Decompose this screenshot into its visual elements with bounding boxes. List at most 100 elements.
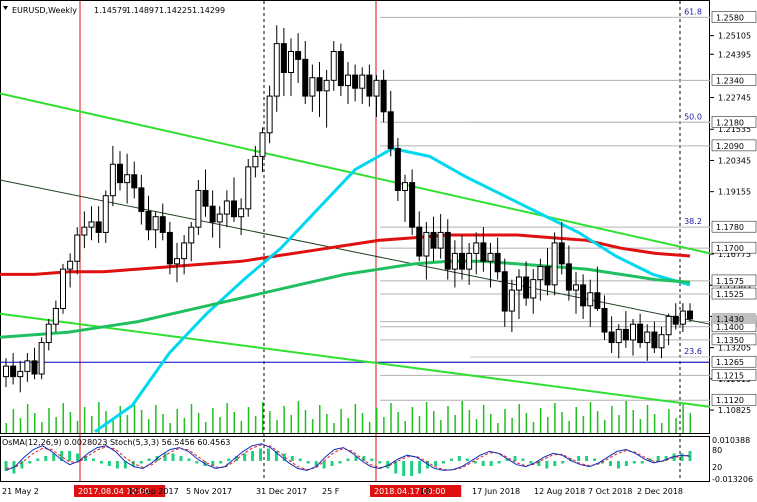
candle-body	[280, 43, 287, 73]
osma-bar	[664, 456, 668, 461]
candle-body	[366, 74, 373, 97]
volume-bar	[69, 412, 72, 433]
osma-bar	[433, 461, 437, 466]
volume-bar	[290, 415, 292, 433]
chart-header: EURUSD,Weekly 1.14579 1.14897 1.14225 1.…	[3, 6, 225, 15]
current-price-box	[712, 312, 756, 324]
price-tick-label: 1.10825	[718, 406, 751, 415]
candle-body	[658, 334, 665, 349]
volume-bar	[596, 411, 599, 433]
price-axis: 1.25105 1.24395 1.22745 1.21535 1.20345 1.191…	[710, 11, 757, 415]
price-level-label: 1.2090	[716, 142, 744, 151]
candle-body	[31, 360, 38, 375]
price-level-box	[711, 287, 757, 300]
candle-body	[451, 252, 458, 270]
volume-bar	[91, 416, 93, 433]
osma-bar	[338, 461, 342, 464]
osma-bar	[330, 461, 334, 466]
candle-body	[330, 51, 337, 81]
osma-bar	[465, 458, 469, 461]
osma-bar	[147, 458, 151, 461]
osma-bar	[211, 461, 215, 466]
osma-bar	[593, 458, 597, 461]
candle-body	[359, 74, 366, 89]
osma-bar	[306, 461, 310, 464]
volume-bar	[625, 401, 627, 433]
price-level-label: 1.1575	[716, 277, 744, 286]
candle-body	[608, 331, 615, 344]
volume-bar	[133, 401, 136, 433]
osma-bar	[163, 453, 167, 461]
oscillator-axis-label: 20	[712, 463, 722, 472]
candle-body	[373, 79, 380, 97]
volume-bar	[319, 405, 321, 433]
price-tick-label: 1.25105	[718, 32, 751, 41]
volume-bar	[247, 407, 250, 433]
candle-body	[188, 226, 195, 244]
volume-bar	[34, 413, 36, 433]
volume-bar	[575, 407, 577, 433]
candle-body	[637, 323, 644, 344]
moving-average-line	[0, 233, 691, 276]
volume-bar	[219, 417, 221, 433]
volume-bar	[162, 414, 164, 433]
volume-bar	[418, 416, 421, 433]
candle-body	[252, 155, 259, 168]
osma-bar	[680, 453, 684, 461]
volume-bar	[383, 417, 385, 433]
price-level-label: 1.1215	[716, 371, 744, 380]
volume-bar	[447, 406, 449, 433]
price-level-box	[711, 241, 757, 254]
price-level-box	[711, 369, 757, 381]
time-marker-box	[370, 485, 462, 497]
candle-body	[394, 148, 401, 191]
high-value: 1.14897	[126, 6, 159, 15]
volume-bar	[482, 405, 485, 433]
price-panel: 61.8 50.0 38.2 23.6	[0, 0, 711, 481]
oscillator-axis-label: 80	[712, 446, 722, 455]
volume-bar	[675, 418, 677, 433]
price-level-box	[711, 274, 757, 287]
osma-bar	[457, 456, 461, 461]
candle-body	[558, 242, 565, 265]
candle-body	[102, 195, 109, 233]
candle-body	[45, 323, 52, 344]
candle-body	[131, 174, 138, 189]
candle-body	[487, 252, 494, 262]
volume-bar	[176, 409, 178, 433]
price-level-label: 1.1350	[716, 336, 744, 345]
volume-bar	[240, 421, 243, 433]
volume-bar	[12, 409, 15, 433]
volume-bar	[490, 414, 492, 433]
candle-body	[551, 242, 558, 286]
candle-body	[494, 252, 501, 273]
volume-bar	[376, 408, 378, 433]
volume-bar	[5, 423, 7, 433]
volume-bar	[632, 410, 634, 433]
osma-bar	[107, 461, 111, 466]
price-level-box	[711, 139, 757, 152]
candle-body	[679, 310, 686, 325]
volume-bar	[646, 405, 649, 433]
candle-body	[95, 221, 102, 233]
osma-bar	[569, 458, 573, 461]
candle-body	[430, 231, 437, 249]
price-level-label: 1.1120	[716, 396, 744, 405]
volume-bar	[440, 420, 442, 433]
osma-bar	[243, 453, 247, 461]
osma-bar	[640, 461, 644, 464]
osma-bar	[648, 458, 652, 461]
volume-bar	[205, 422, 207, 433]
volume-bar	[639, 419, 642, 433]
time-tick-label: 10 Sep 2017	[128, 487, 179, 496]
volume-bar	[148, 419, 150, 433]
osma-bar	[521, 458, 525, 461]
candle-body	[387, 111, 394, 150]
volume-bar	[155, 405, 157, 433]
price-level-label: 1.1265	[716, 358, 744, 367]
candle-body	[622, 328, 629, 341]
candle-body	[259, 132, 266, 157]
candle-body	[345, 74, 351, 87]
